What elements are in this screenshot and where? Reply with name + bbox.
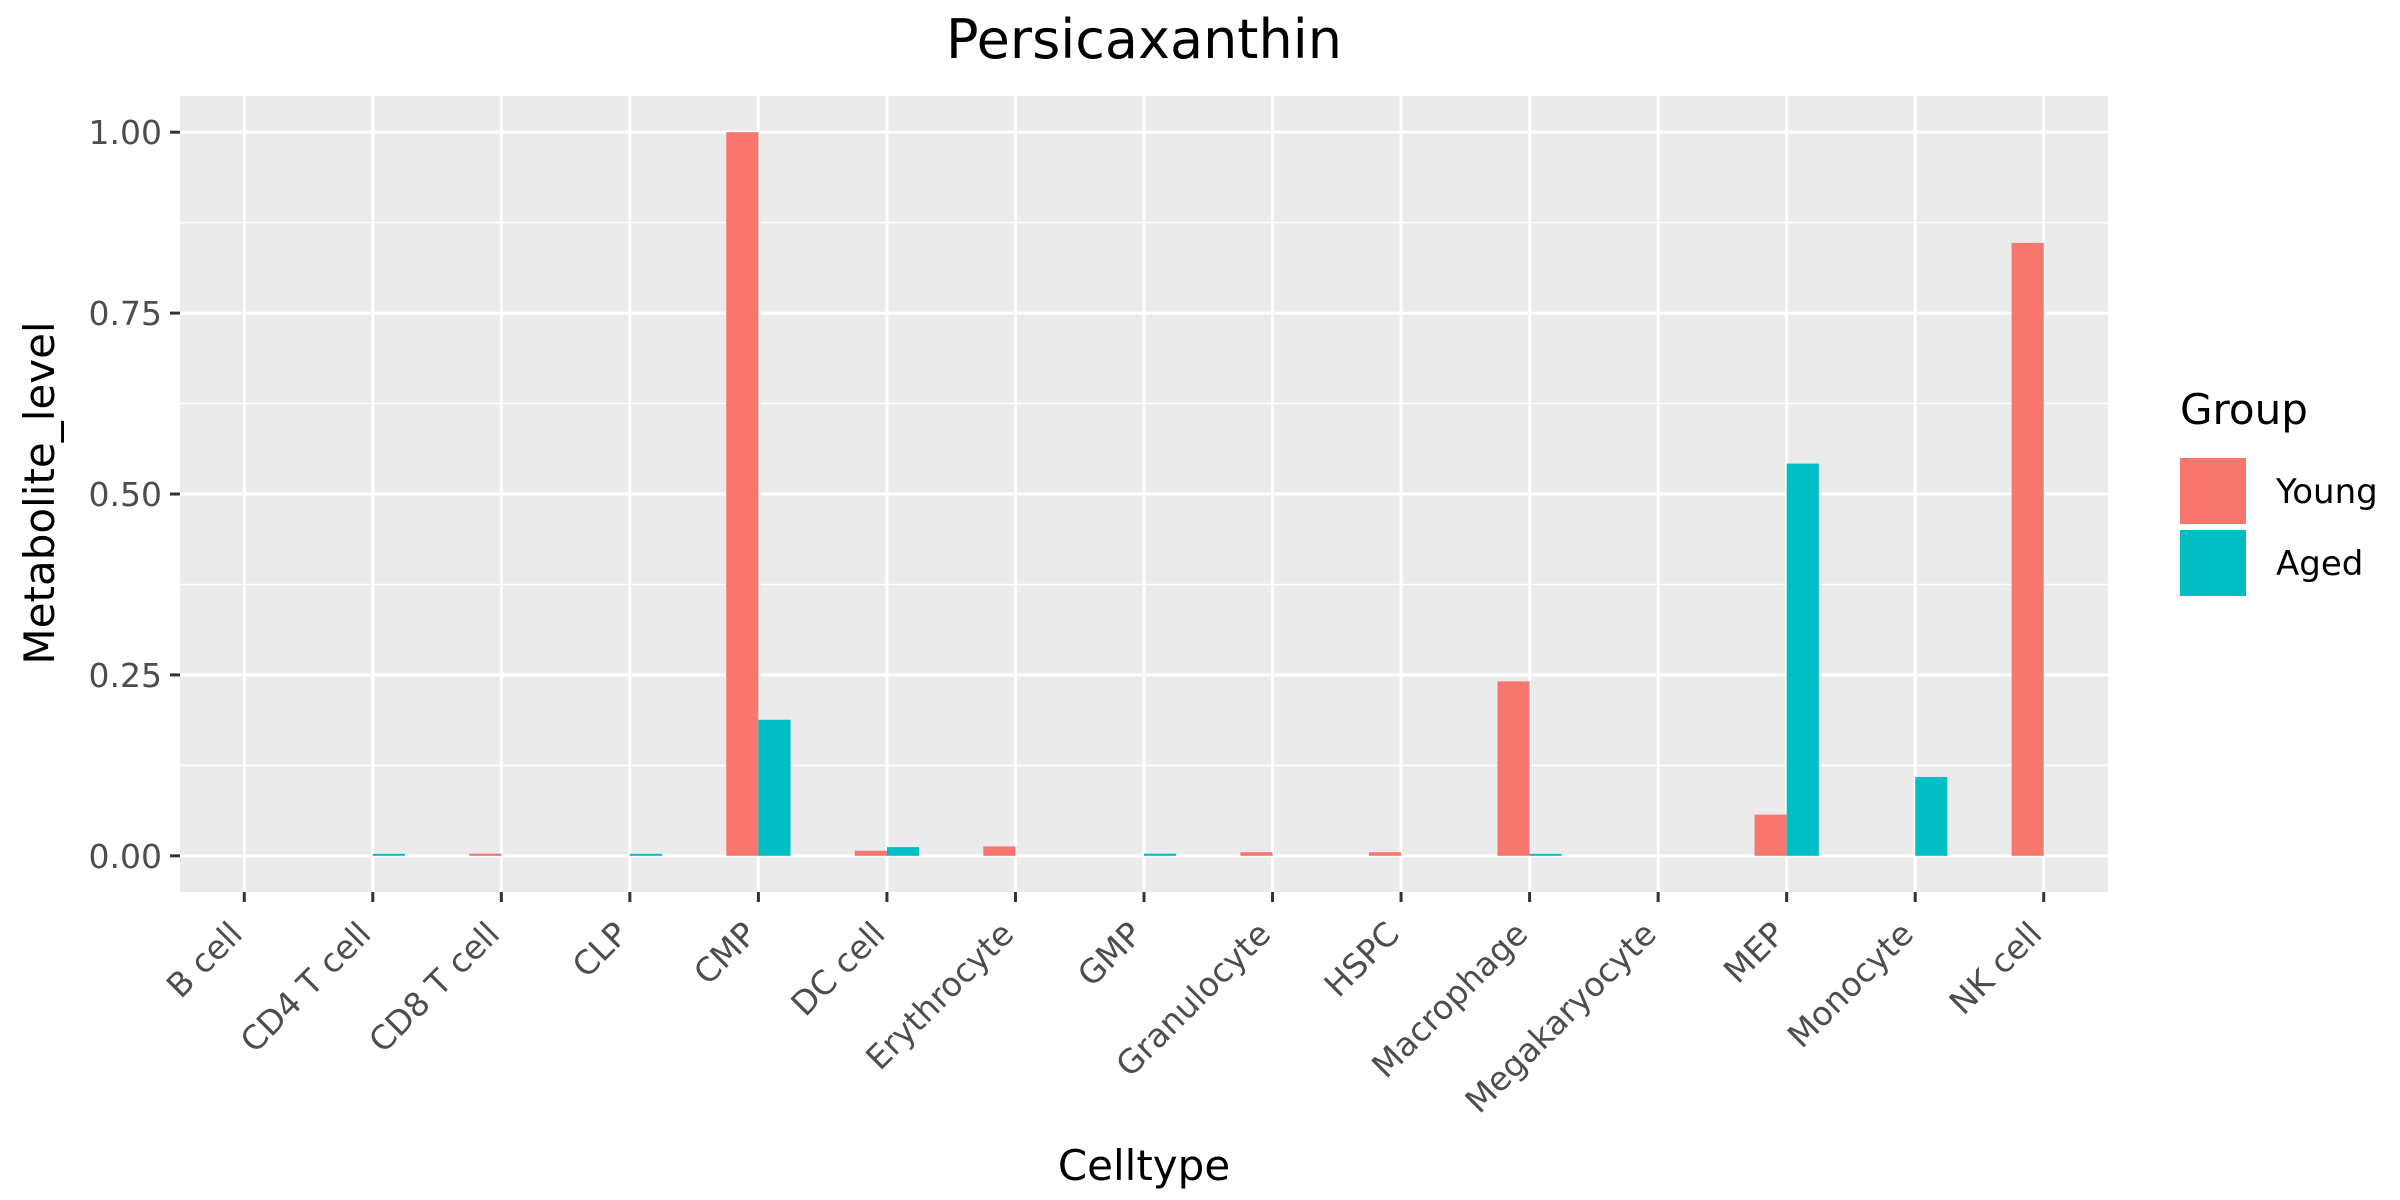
legend-title: Group bbox=[2180, 385, 2308, 434]
bar-young bbox=[1497, 681, 1530, 856]
legend: Group Young Aged bbox=[2180, 385, 2378, 596]
legend-label-young: Young bbox=[2275, 472, 2378, 512]
bar-aged bbox=[629, 853, 662, 856]
bar-aged bbox=[1529, 853, 1562, 856]
y-tick-label: 0.50 bbox=[89, 475, 162, 514]
bar-young bbox=[1754, 814, 1787, 856]
bar-aged bbox=[1915, 776, 1948, 856]
legend-key-young bbox=[2180, 458, 2246, 524]
legend-label-aged: Aged bbox=[2276, 544, 2363, 584]
bar-aged bbox=[758, 719, 791, 856]
x-axis-label: Celltype bbox=[1058, 1141, 1230, 1190]
legend-key-aged bbox=[2180, 530, 2246, 596]
bar-young bbox=[726, 132, 759, 856]
bar-young bbox=[854, 850, 887, 856]
y-tick-label: 0.00 bbox=[89, 837, 162, 876]
bars bbox=[372, 132, 2044, 856]
y-tick-label: 1.00 bbox=[89, 113, 162, 152]
bar-young bbox=[469, 853, 502, 856]
bar-aged bbox=[1786, 463, 1819, 856]
y-tick-label: 0.75 bbox=[89, 294, 162, 333]
bar-young bbox=[983, 846, 1016, 856]
bar-aged bbox=[1144, 853, 1177, 856]
y-tick-label: 0.25 bbox=[89, 656, 162, 695]
bar-young bbox=[2011, 242, 2044, 856]
bar-young bbox=[1368, 852, 1402, 856]
bar-aged bbox=[372, 853, 405, 856]
bar-aged bbox=[886, 847, 920, 856]
y-axis: 0.00 0.25 0.50 0.75 1.00 bbox=[89, 113, 180, 876]
bar-young bbox=[1240, 852, 1273, 856]
y-axis-label: Metabolite_level bbox=[15, 321, 64, 664]
chart-title: Persicaxanthin bbox=[946, 8, 1342, 71]
